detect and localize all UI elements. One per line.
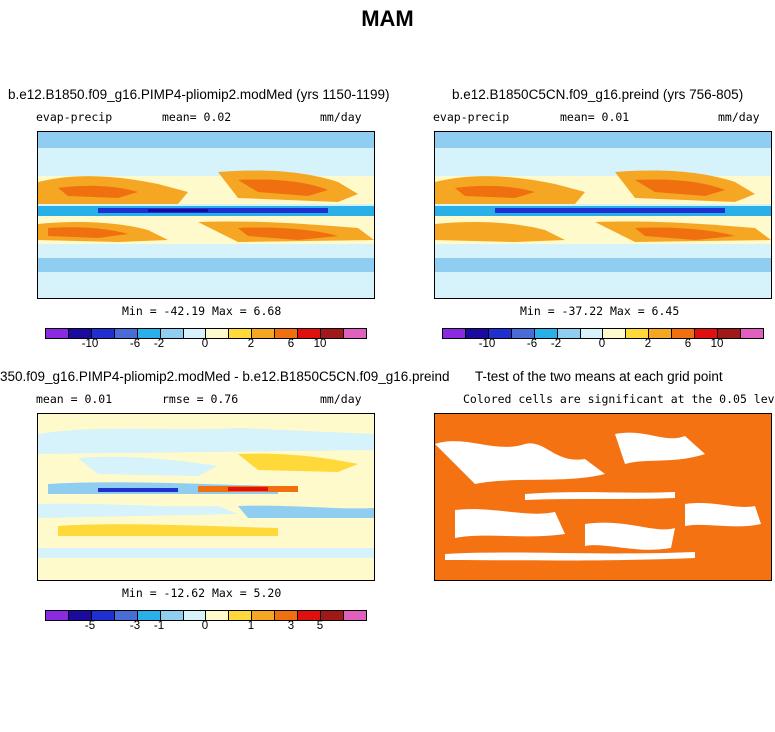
panel1-map — [37, 131, 375, 299]
panel3-mean: mean = 0.01 — [36, 392, 113, 406]
panel2-field — [435, 132, 771, 298]
panel1-tick-label: 10 — [313, 338, 327, 350]
panel1-tick-label: 2 — [247, 338, 255, 350]
panel4-significance-field — [435, 414, 771, 580]
panel3-tick-label: 1 — [247, 620, 255, 632]
panel2-colorbar-swatch — [649, 329, 673, 338]
panel2-map — [434, 131, 772, 299]
panel2-colorbar-swatch — [718, 329, 741, 338]
panel2-colorbar-swatch — [603, 329, 627, 338]
panel4-title: T-test of the two means at each grid poi… — [475, 369, 723, 384]
panel2-tick-label: 0 — [598, 338, 606, 350]
panel1-colorbar — [45, 328, 367, 339]
panel2-tick-label: 6 — [684, 338, 692, 350]
panel3-tick-label: -3 — [129, 620, 141, 632]
panel1-tick-label: 0 — [201, 338, 209, 350]
panel3-colorbar — [45, 610, 367, 621]
panel1-tick-label: -2 — [153, 338, 165, 350]
figure-title: MAM — [361, 6, 414, 31]
panel2-units: mm/day — [718, 110, 760, 124]
panel2-colorbar-swatch — [488, 329, 512, 338]
panel2-tick-label: -2 — [550, 338, 562, 350]
panel2-colorbar-swatch — [557, 329, 581, 338]
panel3-colorbar-swatch — [343, 611, 366, 620]
panel2-colorbar-swatch — [511, 329, 535, 338]
panel3-tick-label: -1 — [153, 620, 165, 632]
panel2-colorbar-swatch — [672, 329, 696, 338]
panel1-mean: mean= 0.02 — [162, 110, 232, 124]
panel4-map — [434, 413, 772, 581]
panel3-colorbar-swatch — [321, 611, 344, 620]
panel1-colorbar-swatch — [321, 329, 344, 338]
panel1-colorbar-swatch — [68, 329, 92, 338]
panel2-tick-label: 2 — [644, 338, 652, 350]
panel3-colorbar-swatch — [206, 611, 230, 620]
panel1-colorbar-swatch — [275, 329, 299, 338]
panel2-colorbar — [442, 328, 764, 339]
panel2-colorbar-swatch — [465, 329, 489, 338]
panel1-tick-label: -6 — [129, 338, 141, 350]
panel1-colorbar-swatch — [46, 329, 69, 338]
panel1-colorbar-swatch — [343, 329, 366, 338]
panel3-colorbar-swatch — [183, 611, 207, 620]
panel2-variable-label: evap-precip — [433, 110, 510, 124]
panel3-colorbar-swatch — [91, 611, 115, 620]
panel1-tick-label: -10 — [81, 338, 99, 350]
panel3-colorbar-swatch — [160, 611, 184, 620]
panel3-colorbar-swatch — [275, 611, 299, 620]
panel1-colorbar-swatch — [137, 329, 161, 338]
panel3-colorbar-swatch — [114, 611, 138, 620]
panel2-minmax: Min = -37.22 Max = 6.45 — [520, 304, 680, 318]
panel2-colorbar-swatch — [534, 329, 558, 338]
panel2-title: b.e12.B1850C5CN.f09_g16.preind (yrs 756-… — [452, 87, 744, 102]
panel3-colorbar-swatch — [298, 611, 322, 620]
panel1-field — [38, 132, 374, 298]
panel1-colorbar-swatch — [206, 329, 230, 338]
panel1-colorbar-swatch — [229, 329, 253, 338]
panel2-mean: mean= 0.01 — [560, 110, 630, 124]
panel1-minmax: Min = -42.19 Max = 6.68 — [122, 304, 282, 318]
panel1-colorbar-swatch — [252, 329, 276, 338]
panel2-colorbar-swatch — [695, 329, 719, 338]
panel1-colorbar-swatch — [114, 329, 138, 338]
panel3-colorbar-swatch — [68, 611, 92, 620]
panel3-tick-label: 0 — [201, 620, 209, 632]
panel2-colorbar-swatch — [740, 329, 763, 338]
panel3-colorbar-swatch — [252, 611, 276, 620]
panel1-colorbar-swatch — [160, 329, 184, 338]
panel3-units: mm/day — [320, 392, 362, 406]
panel3-colorbar-swatch — [137, 611, 161, 620]
panel3-tick-label: -5 — [84, 620, 96, 632]
panel2-tick-label: -6 — [526, 338, 538, 350]
panel3-tick-label: 3 — [287, 620, 295, 632]
panel3-colorbar-swatch — [46, 611, 69, 620]
panel1-colorbar-swatch — [183, 329, 207, 338]
panel4-subtitle: Colored cells are significant at the 0.0… — [463, 392, 775, 406]
panel1-tick-label: 6 — [287, 338, 295, 350]
panel3-colorbar-swatch — [229, 611, 253, 620]
panel3-field — [38, 414, 374, 580]
panel3-minmax: Min = -12.62 Max = 5.20 — [122, 586, 282, 600]
panel3-title: 350.f09_g16.PIMP4-pliomip2.modMed - b.e1… — [0, 369, 450, 384]
panel2-colorbar-swatch — [443, 329, 466, 338]
panel2-colorbar-swatch — [580, 329, 604, 338]
panel1-units: mm/day — [320, 110, 362, 124]
panel2-colorbar-swatch — [626, 329, 650, 338]
panel3-rmse: rmse = 0.76 — [162, 392, 239, 406]
panel3-map — [37, 413, 375, 581]
panel1-title: b.e12.B1850.f09_g16.PIMP4-pliomip2.modMe… — [8, 87, 390, 102]
panel1-colorbar-swatch — [298, 329, 322, 338]
panel2-tick-label: 10 — [710, 338, 724, 350]
panel3-tick-label: 5 — [316, 620, 324, 632]
panel1-colorbar-swatch — [91, 329, 115, 338]
panel2-tick-label: -10 — [478, 338, 496, 350]
panel1-variable-label: evap-precip — [36, 110, 113, 124]
